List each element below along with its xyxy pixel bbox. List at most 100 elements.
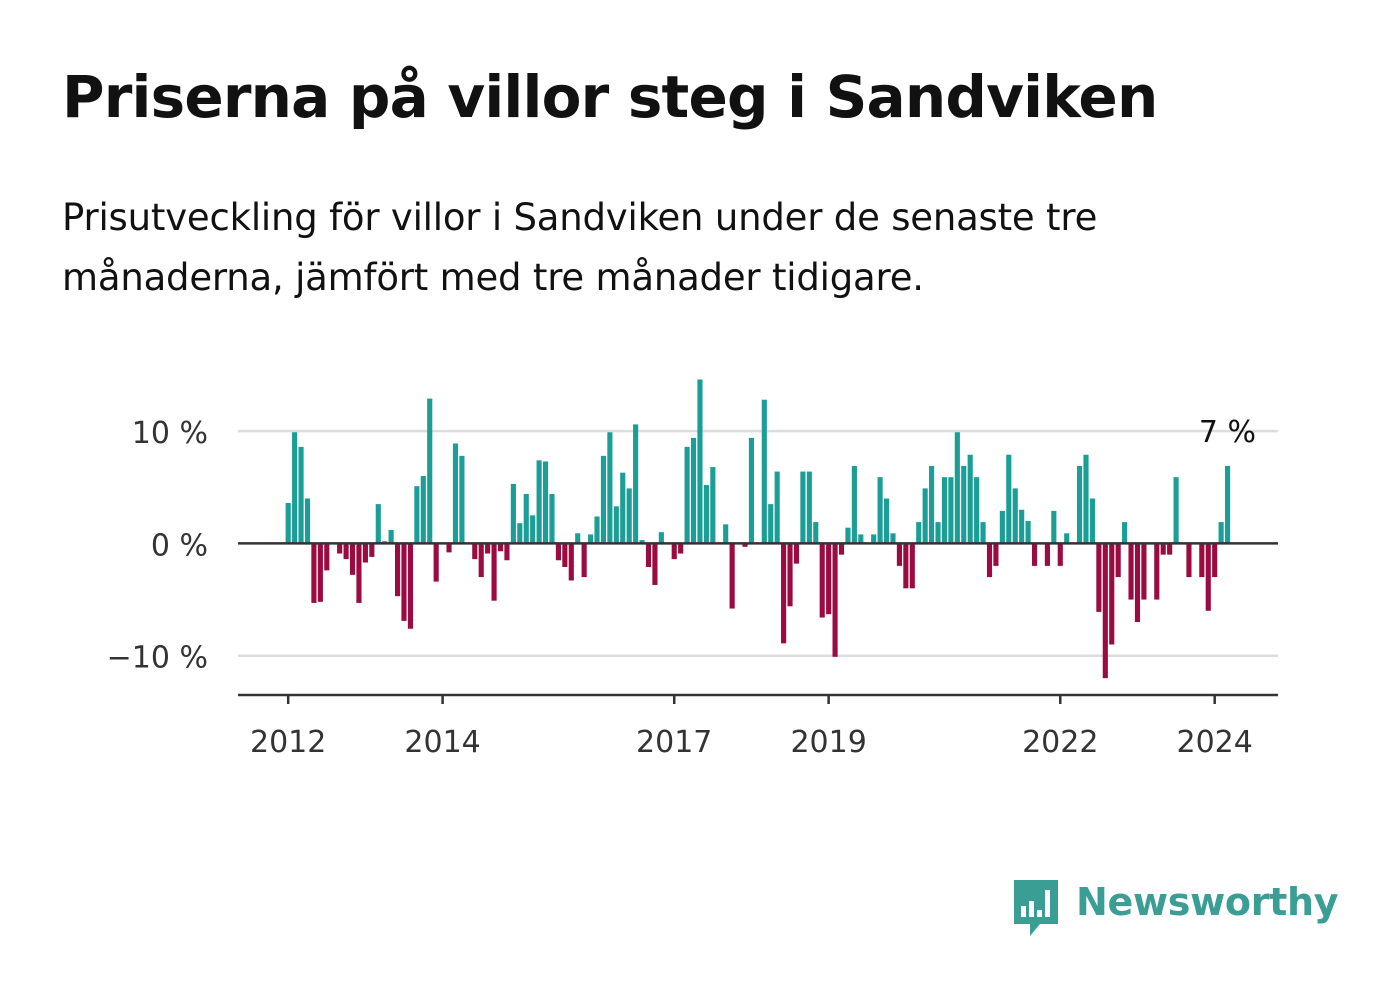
bar: [948, 477, 954, 544]
bar: [761, 399, 767, 544]
bar: [684, 446, 690, 544]
bar: [742, 543, 748, 547]
bar: [851, 465, 857, 544]
bar: [1218, 522, 1224, 544]
chart-subtitle: Prisutveckling för villor i Sandviken un…: [62, 196, 1098, 299]
bar: [395, 543, 401, 597]
bar: [1012, 488, 1018, 544]
bar: [504, 543, 510, 561]
bar: [298, 446, 304, 544]
bar: [858, 534, 864, 544]
bar: [1115, 543, 1121, 578]
bar: [1031, 543, 1038, 566]
bar: [999, 510, 1005, 544]
bar: [588, 534, 594, 544]
bar: [967, 454, 973, 544]
bar: [324, 543, 330, 571]
bar: [1212, 543, 1218, 578]
bar: [671, 543, 677, 560]
bar: [317, 543, 323, 602]
bar: [838, 543, 845, 555]
bar: [1019, 509, 1025, 544]
bar: [388, 529, 394, 544]
bar: [491, 543, 497, 601]
bar: [485, 543, 491, 554]
bar: [1128, 543, 1134, 600]
bar: [478, 543, 484, 578]
bar: [530, 515, 536, 544]
bar: [980, 522, 986, 544]
bar: [555, 543, 561, 561]
bar: [1077, 465, 1083, 544]
bars: [285, 379, 1231, 679]
bar: [645, 543, 652, 567]
bar: [433, 543, 439, 582]
y-tick-label: −10 %: [107, 641, 208, 676]
bar: [600, 455, 607, 544]
axes: [238, 542, 1278, 704]
bar: [337, 543, 343, 554]
bar: [652, 543, 658, 585]
bar: [607, 432, 613, 544]
x-tick-label: 2014: [404, 725, 480, 760]
bar: [845, 527, 851, 544]
bar: [1083, 454, 1089, 544]
bar: [723, 524, 729, 544]
bar: [986, 543, 993, 578]
bar: [427, 398, 433, 544]
bar: [452, 443, 459, 544]
bar: [781, 543, 787, 644]
bar: [401, 543, 407, 621]
bar: [414, 486, 420, 544]
y-tick-label: 0 %: [151, 528, 208, 563]
bar: [697, 379, 703, 544]
bar: [800, 471, 806, 544]
bar: [1186, 543, 1192, 578]
bar: [1089, 498, 1095, 544]
bar: [292, 432, 298, 544]
x-tick-label: 2017: [636, 725, 712, 760]
bar: [1199, 543, 1205, 578]
x-tick-label: 2012: [250, 725, 326, 760]
bar: [536, 460, 542, 544]
bar-chart-speech-bubble-icon: [1014, 880, 1058, 936]
bar: [658, 532, 664, 544]
latest-value-annotation: 7 %: [1199, 415, 1256, 450]
bar: [929, 465, 935, 544]
bar: [935, 522, 941, 544]
bar: [1141, 543, 1147, 600]
bar: [787, 543, 793, 607]
bar: [1051, 510, 1057, 544]
bar: [369, 543, 375, 557]
bar: [1044, 543, 1050, 566]
bar: [832, 543, 838, 657]
bar: [1096, 543, 1102, 612]
bar: [311, 543, 317, 603]
bar: [748, 437, 754, 544]
bar: [826, 543, 832, 615]
bar: [806, 471, 812, 544]
bar: [356, 543, 362, 603]
bar: [768, 504, 774, 544]
bar: [542, 461, 549, 544]
bar: [890, 533, 896, 544]
bar: [562, 543, 568, 567]
bar: [819, 543, 825, 618]
bar: [594, 516, 600, 544]
bar: [774, 471, 780, 544]
bar: [497, 543, 504, 552]
bar: [871, 534, 877, 544]
bar: [459, 455, 465, 544]
bar: [510, 483, 516, 544]
bar: [678, 543, 684, 554]
bar: [517, 523, 523, 544]
bar: [1006, 454, 1012, 544]
bar: [1224, 465, 1231, 544]
bar: [896, 543, 902, 566]
bar: [793, 543, 800, 564]
bar: [285, 503, 291, 544]
bar: [1057, 543, 1063, 566]
bar: [472, 543, 478, 560]
bar: [729, 543, 735, 609]
